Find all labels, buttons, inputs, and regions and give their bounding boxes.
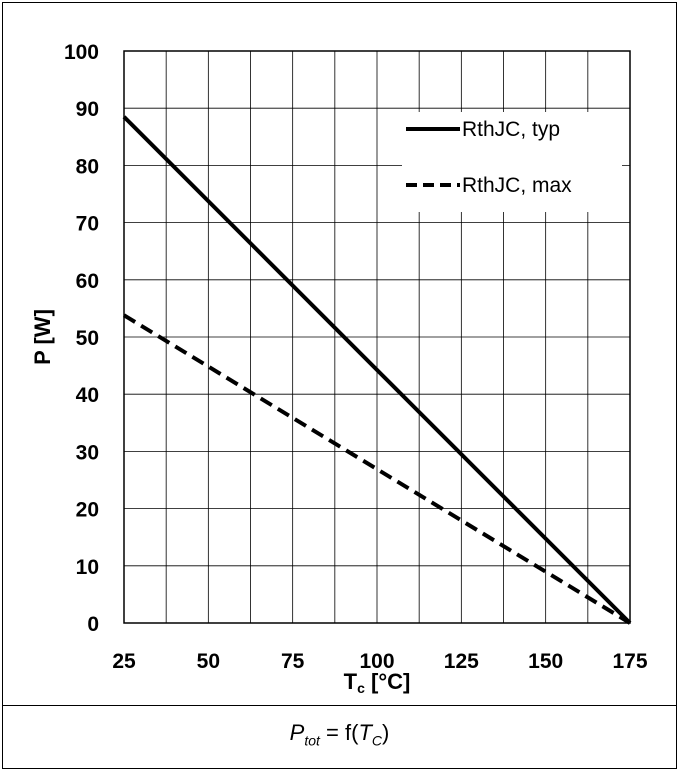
x-tick-label: 75 (281, 650, 305, 673)
series-layer (122, 115, 632, 625)
y-tick-label: 30 (76, 441, 99, 464)
y-tick-label: 100 (64, 41, 99, 64)
legend-label-max: RthJC, max (462, 174, 572, 197)
x-tick-label: 175 (612, 650, 647, 673)
y-tick-label: 80 (76, 155, 99, 178)
series-line-typ (122, 115, 632, 625)
y-tick-label: 60 (76, 270, 99, 293)
caption-row: Ptot = f(TC) (2, 705, 677, 769)
legend: RthJC, typ RthJC, max (402, 112, 622, 212)
x-axis-title: Tc [°C] (344, 669, 411, 696)
y-tick-label: 20 (76, 499, 99, 522)
y-axis-title: P [W] (30, 309, 55, 365)
y-tick-labels: 0 10 20 30 40 50 60 70 80 90 100 (64, 41, 99, 636)
x-tick-labels: 25 50 75 100 125 150 175 (112, 650, 648, 673)
x-tick-label: 100 (359, 650, 394, 673)
grid (124, 51, 630, 623)
y-tick-label: 40 (76, 384, 99, 407)
figure-caption: Ptot = f(TC) (289, 720, 390, 749)
x-tick-label: 150 (528, 650, 563, 673)
x-tick-label: 125 (444, 650, 479, 673)
legend-label-typ: RthJC, typ (462, 118, 560, 141)
y-tick-label: 50 (76, 327, 99, 350)
chart: 25 50 75 100 125 150 175 0 10 20 30 40 50 60 70 80 90 10… (30, 41, 648, 696)
y-tick-label: 0 (87, 613, 99, 636)
y-tick-label: 70 (76, 213, 99, 236)
y-tick-label: 90 (76, 98, 99, 121)
x-tick-label: 25 (112, 650, 136, 673)
plot-area-border (123, 50, 631, 624)
x-tick-label: 50 (197, 650, 220, 673)
y-tick-label: 10 (76, 556, 99, 579)
